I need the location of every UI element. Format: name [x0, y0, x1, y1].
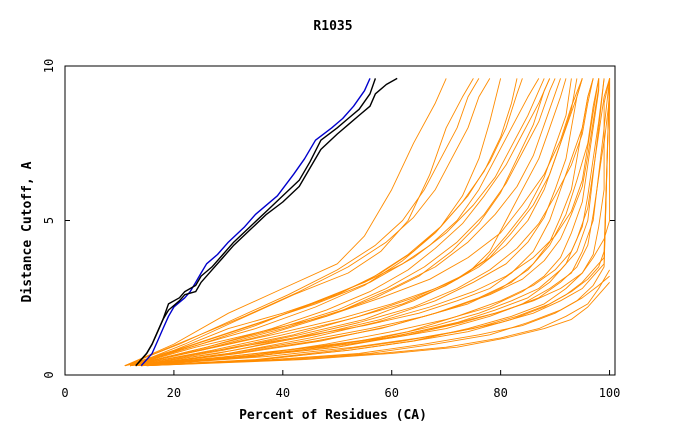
series-line-27: [135, 78, 594, 367]
series-line-22: [130, 78, 551, 367]
series-line-11: [141, 78, 611, 367]
series-line-24: [124, 78, 480, 367]
series-line-31: [130, 78, 556, 367]
series-line-30: [146, 269, 610, 367]
series-line-1: [140, 78, 371, 367]
series-line-37: [135, 78, 600, 367]
series-line-39: [130, 78, 561, 367]
series-line-20: [146, 275, 610, 367]
x-tick-label: 40: [276, 386, 290, 400]
x-tick-label: 80: [493, 386, 507, 400]
series-line-42: [130, 78, 611, 367]
series-line-43: [124, 78, 491, 367]
series-line-33: [141, 78, 611, 367]
x-tick-label: 20: [167, 386, 181, 400]
series-line-12: [130, 78, 551, 367]
series-line-14: [124, 78, 545, 367]
series-line-4: [124, 78, 447, 367]
series-line-9: [130, 78, 594, 367]
series-line-15: [130, 78, 583, 367]
series-line-23: [135, 78, 600, 367]
series-line-8: [124, 78, 567, 367]
series-line-35: [130, 78, 578, 367]
series-line-5: [130, 78, 474, 367]
tick-layer: 0 20 40 60 80 100 0 5 10: [42, 59, 620, 400]
series-line-32: [135, 78, 600, 367]
y-axis-label: Distance Cutoff, A: [20, 161, 35, 302]
x-tick-label: 60: [385, 386, 399, 400]
series-line-28: [130, 78, 523, 367]
x-tick-label: 0: [61, 386, 68, 400]
series-line-10: [135, 78, 605, 367]
y-tick-label: 10: [42, 59, 56, 73]
series-line-17: [141, 78, 611, 367]
series-line-13: [135, 78, 600, 367]
series-line-41: [135, 78, 583, 367]
series-line-29: [135, 78, 611, 367]
series-line-40: [141, 78, 611, 367]
series-line-3: [135, 77, 398, 367]
y-tick-label: 5: [42, 217, 56, 224]
x-axis-label: Percent of Residues (CA): [239, 408, 427, 423]
series-line-34: [124, 78, 518, 367]
y-tick-label: 0: [42, 371, 56, 378]
series-line-38: [146, 282, 610, 367]
series-line-6: [124, 78, 502, 367]
series-layer: [124, 77, 611, 367]
chart-title: R1035: [313, 19, 352, 34]
x-tick-label: 100: [599, 386, 621, 400]
